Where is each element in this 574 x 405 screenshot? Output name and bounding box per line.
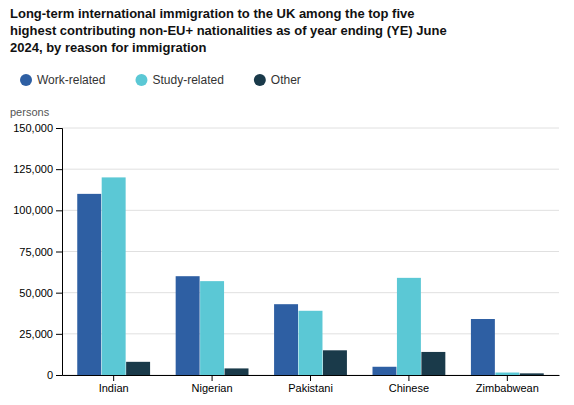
x-tick-label: Chinese	[389, 382, 429, 394]
x-tick-label: Nigerian	[192, 382, 233, 394]
bar	[372, 367, 396, 375]
y-tick-mark	[56, 210, 62, 211]
grid-line	[62, 251, 559, 252]
x-tick: Chinese	[389, 375, 429, 394]
y-tick-label: 100,000	[13, 204, 53, 216]
y-tick-mark	[56, 375, 62, 376]
y-tick-mark	[56, 252, 62, 253]
y-tick-label: 150,000	[13, 122, 53, 134]
x-tick-mark	[310, 375, 311, 381]
grid-line	[62, 210, 559, 211]
y-tick-label: 125,000	[13, 163, 53, 175]
x-tick: Indian	[99, 375, 129, 394]
x-axis: Indian Nigerian Pakistani Chinese Zimbabwean	[63, 375, 560, 394]
chart-svg: Long-term international immigration to t…	[0, 0, 574, 405]
y-tick-mark	[56, 128, 62, 129]
grid-line	[62, 169, 559, 170]
bar	[299, 311, 323, 375]
y-axis-label: persons	[10, 106, 50, 118]
legend-marker	[254, 74, 266, 86]
title: 2024, by reason for immigration	[10, 40, 207, 55]
title-group: Long-term international immigration to t…	[10, 6, 447, 55]
x-tick: Pakistani	[288, 375, 333, 394]
y-tick-label: 0	[47, 369, 53, 381]
y-tick-label: 75,000	[19, 246, 53, 258]
x-tick-mark	[507, 375, 508, 381]
x-tick: Nigerian	[192, 375, 233, 394]
bar	[77, 194, 101, 375]
bar	[126, 362, 150, 375]
y-tick: 125,000	[13, 163, 62, 175]
bars	[77, 177, 543, 375]
x-tick-mark	[408, 375, 409, 381]
y-tick: 75,000	[19, 246, 62, 258]
legend-marker	[135, 74, 147, 86]
x-tick: Zimbabwean	[476, 375, 539, 394]
legend-label: Work-related	[37, 73, 105, 87]
chart-container: Long-term international immigration to t…	[0, 0, 574, 405]
bar	[200, 281, 224, 375]
y-tick-label: 25,000	[19, 328, 53, 340]
legend-marker	[20, 74, 32, 86]
bar	[323, 350, 347, 375]
y-tick-label: 50,000	[19, 287, 53, 299]
bar	[471, 319, 495, 375]
grid	[62, 128, 559, 375]
bar	[397, 278, 421, 375]
bar	[520, 373, 544, 375]
x-tick-label: Zimbabwean	[476, 382, 539, 394]
bar	[421, 352, 445, 375]
plot: Indian Nigerian Pakistani Chinese Zimbabwean…	[13, 122, 559, 394]
y-tick-mark	[56, 334, 62, 335]
bar	[225, 368, 249, 375]
y-axis: 0 25,000 50,000 75,000 100,000 125,000 150,000	[13, 122, 62, 381]
legend-label: Other	[271, 73, 301, 87]
grid-line	[62, 292, 559, 293]
bar	[274, 304, 298, 375]
y-tick: 25,000	[19, 328, 62, 340]
bar	[176, 276, 200, 375]
x-tick-label: Pakistani	[288, 382, 333, 394]
title: highest contributing non-EU+ nationaliti…	[10, 23, 447, 38]
y-tick: 50,000	[19, 287, 62, 299]
bar	[495, 373, 519, 375]
legend-label: Study-related	[152, 73, 223, 87]
bar	[102, 177, 126, 375]
y-tick: 0	[47, 369, 62, 381]
x-tick-mark	[212, 375, 213, 381]
grid-line	[62, 128, 559, 129]
y-axis-line	[56, 129, 63, 376]
y-tick-mark	[56, 169, 62, 170]
x-tick-label: Indian	[99, 382, 129, 394]
title: Long-term international immigration to t…	[10, 6, 414, 21]
y-tick: 150,000	[13, 122, 62, 134]
y-tick: 100,000	[13, 204, 62, 216]
legend: Work-related Study-related Other	[20, 73, 301, 87]
x-tick-mark	[113, 375, 114, 381]
y-tick-mark	[56, 293, 62, 294]
